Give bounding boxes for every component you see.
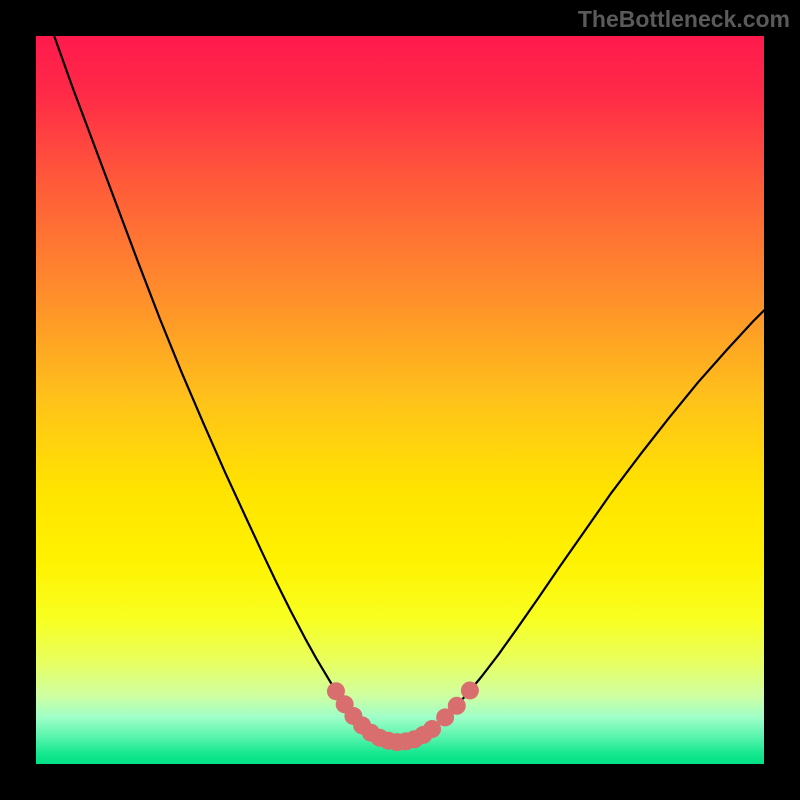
marker-group	[327, 681, 479, 751]
plot-area	[36, 36, 764, 764]
watermark-text: TheBottleneck.com	[578, 6, 790, 33]
chart-container: TheBottleneck.com	[0, 0, 800, 800]
bottleneck-curve-svg	[36, 36, 764, 764]
curve-marker	[448, 697, 466, 715]
bottleneck-curve	[54, 36, 764, 742]
plot-outer-frame	[30, 30, 770, 770]
curve-marker	[461, 681, 479, 699]
